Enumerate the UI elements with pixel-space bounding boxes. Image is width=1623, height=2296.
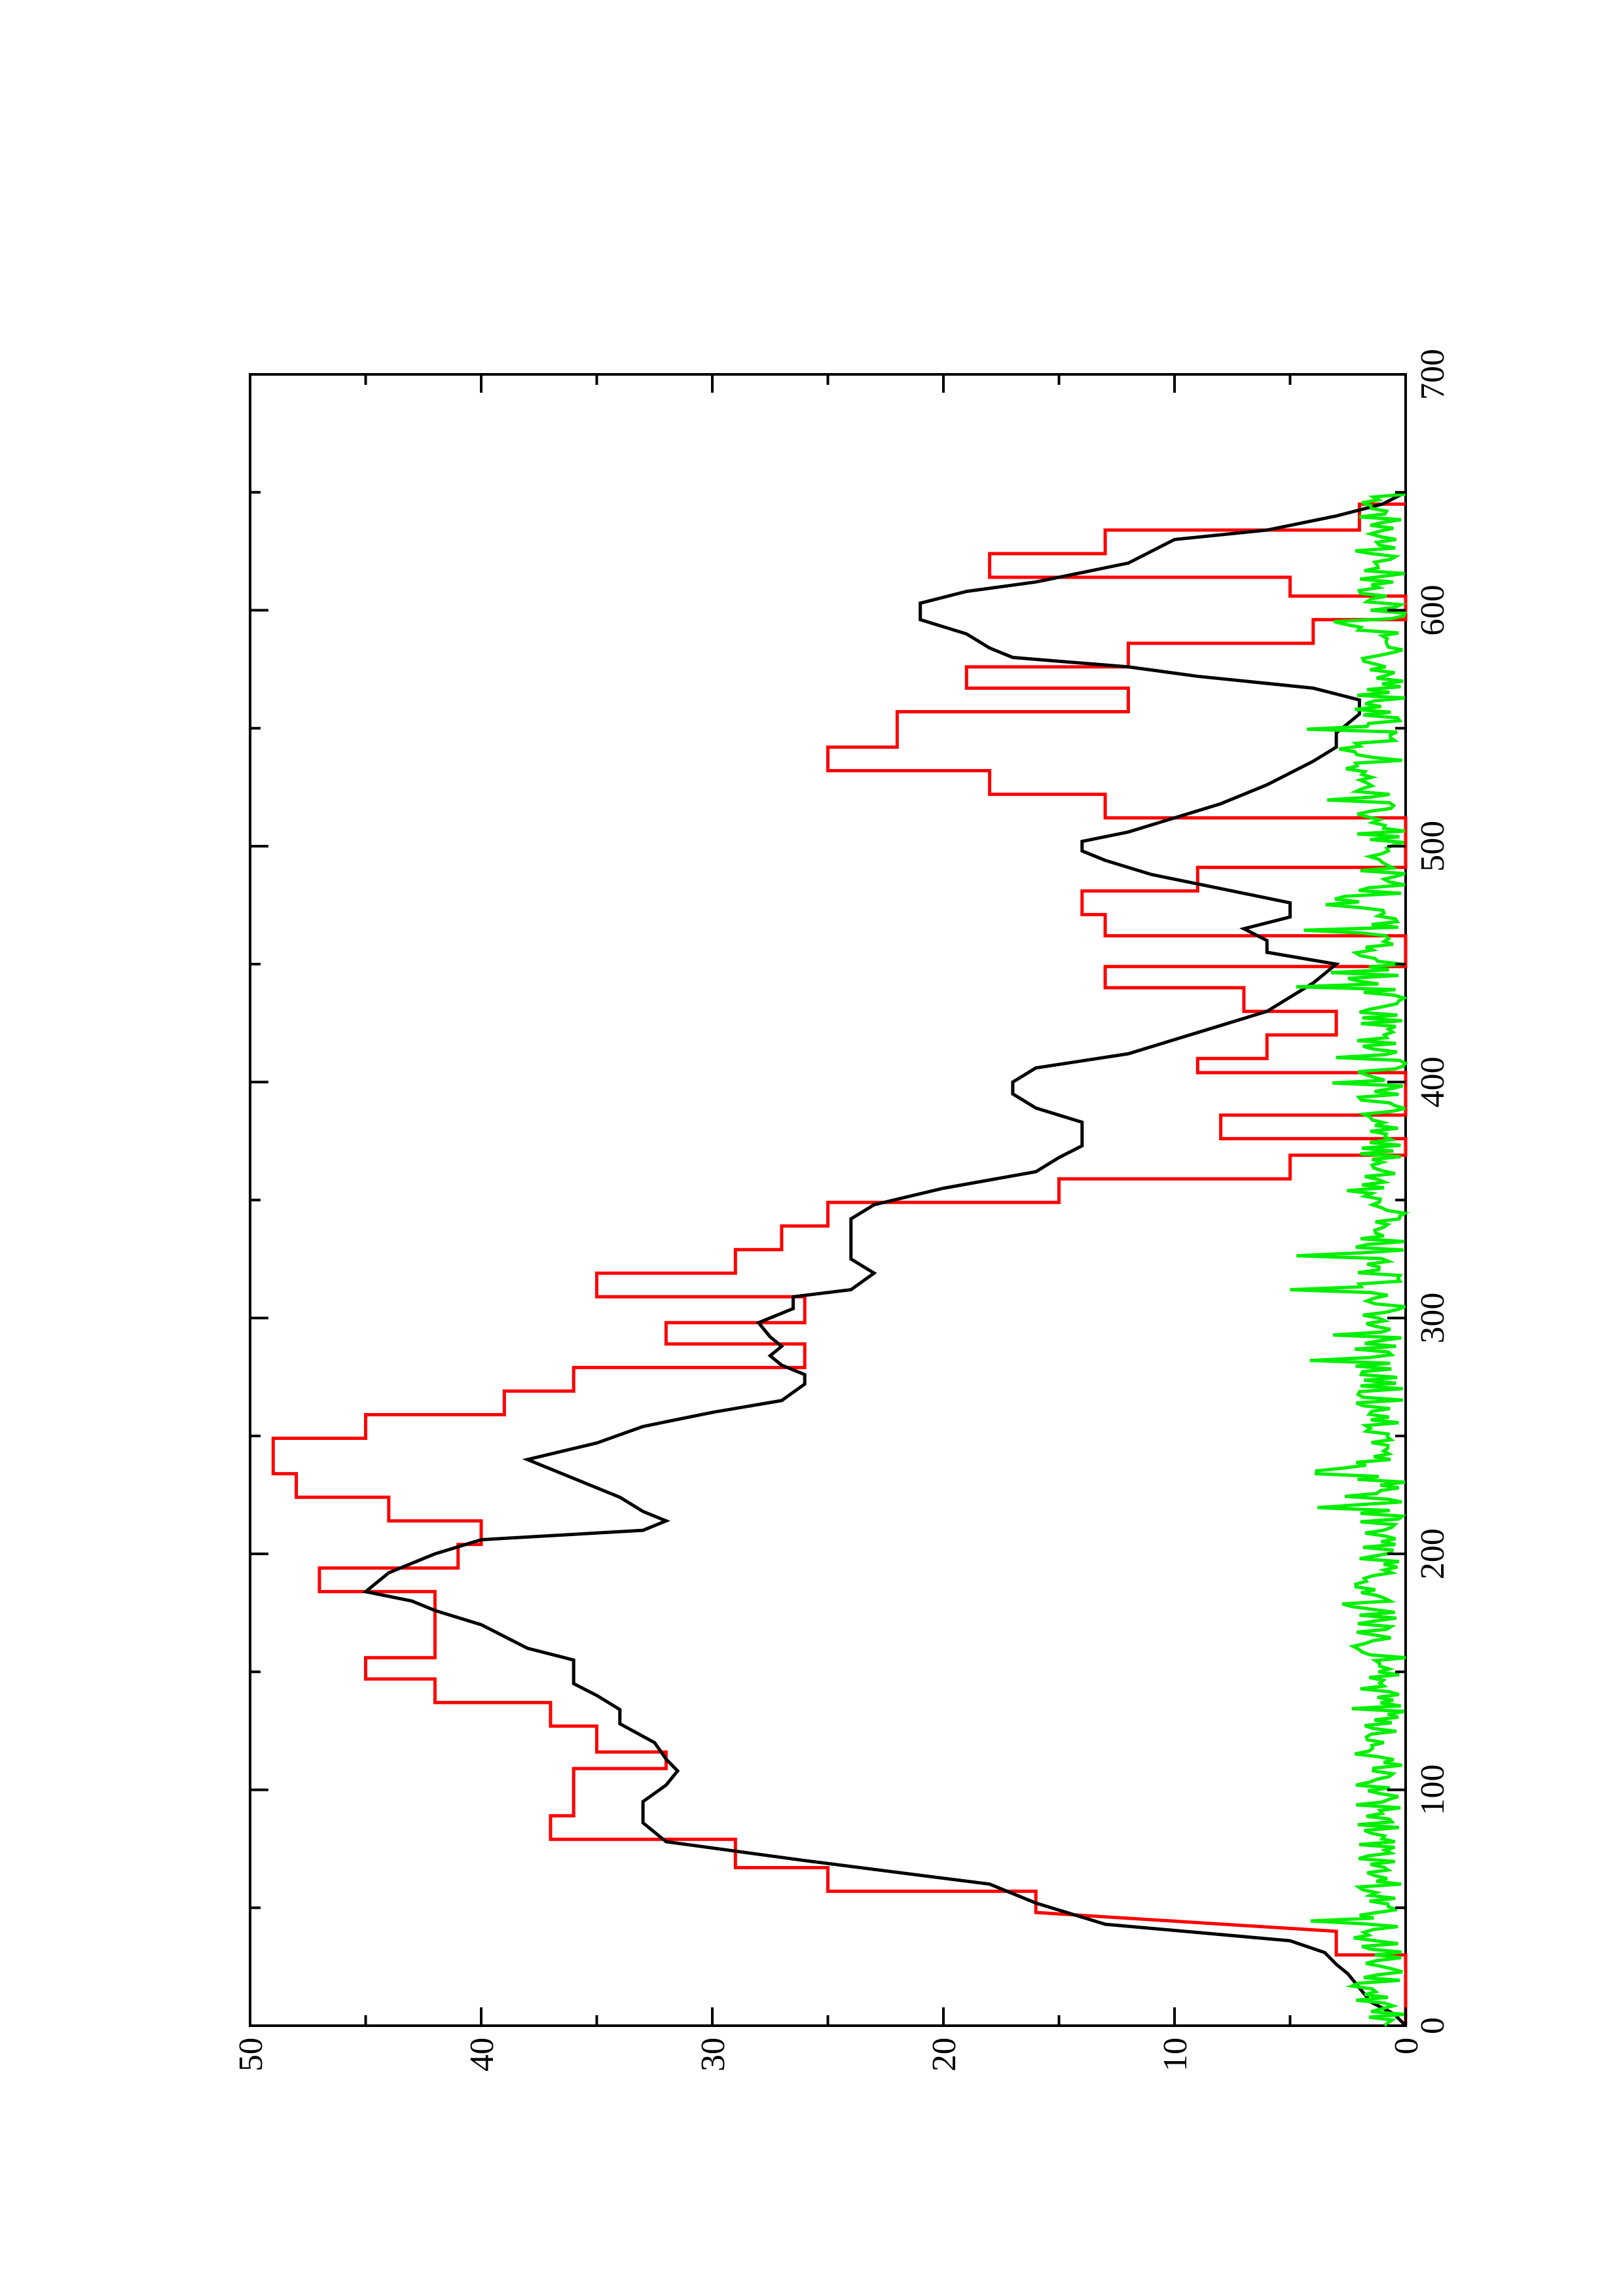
- x-tick-label: 100: [1414, 1765, 1451, 1816]
- y-tick-label: 30: [695, 2037, 732, 2072]
- series-line-0: [271, 502, 1408, 2026]
- y-tick-label: 10: [1157, 2037, 1194, 2072]
- x-tick-label: 200: [1414, 1528, 1451, 1579]
- plot-area: [249, 373, 1410, 2027]
- y-tick-label: 40: [464, 2037, 501, 2072]
- y-tick-label: 20: [926, 2037, 963, 2072]
- y-tick-label: 50: [232, 2037, 270, 2072]
- x-tick-label: 300: [1414, 1293, 1451, 1344]
- x-tick-label: 400: [1414, 1056, 1451, 1107]
- x-tick-label: 500: [1414, 821, 1451, 872]
- plot-frame: [249, 373, 1407, 2027]
- series-line-1: [361, 490, 1407, 2027]
- x-tick-label: 0: [1414, 2017, 1451, 2034]
- x-tick-label: 700: [1414, 349, 1451, 400]
- series-line-2: [1290, 492, 1410, 2027]
- x-tick-label: 600: [1414, 584, 1451, 636]
- y-tick-label: 0: [1388, 2037, 1425, 2054]
- axis-tick-labels: 0 100 200 300 400 500 600 700 0 10 20 30 40 50: [232, 349, 1451, 2072]
- axis-ticks: [249, 373, 1407, 2027]
